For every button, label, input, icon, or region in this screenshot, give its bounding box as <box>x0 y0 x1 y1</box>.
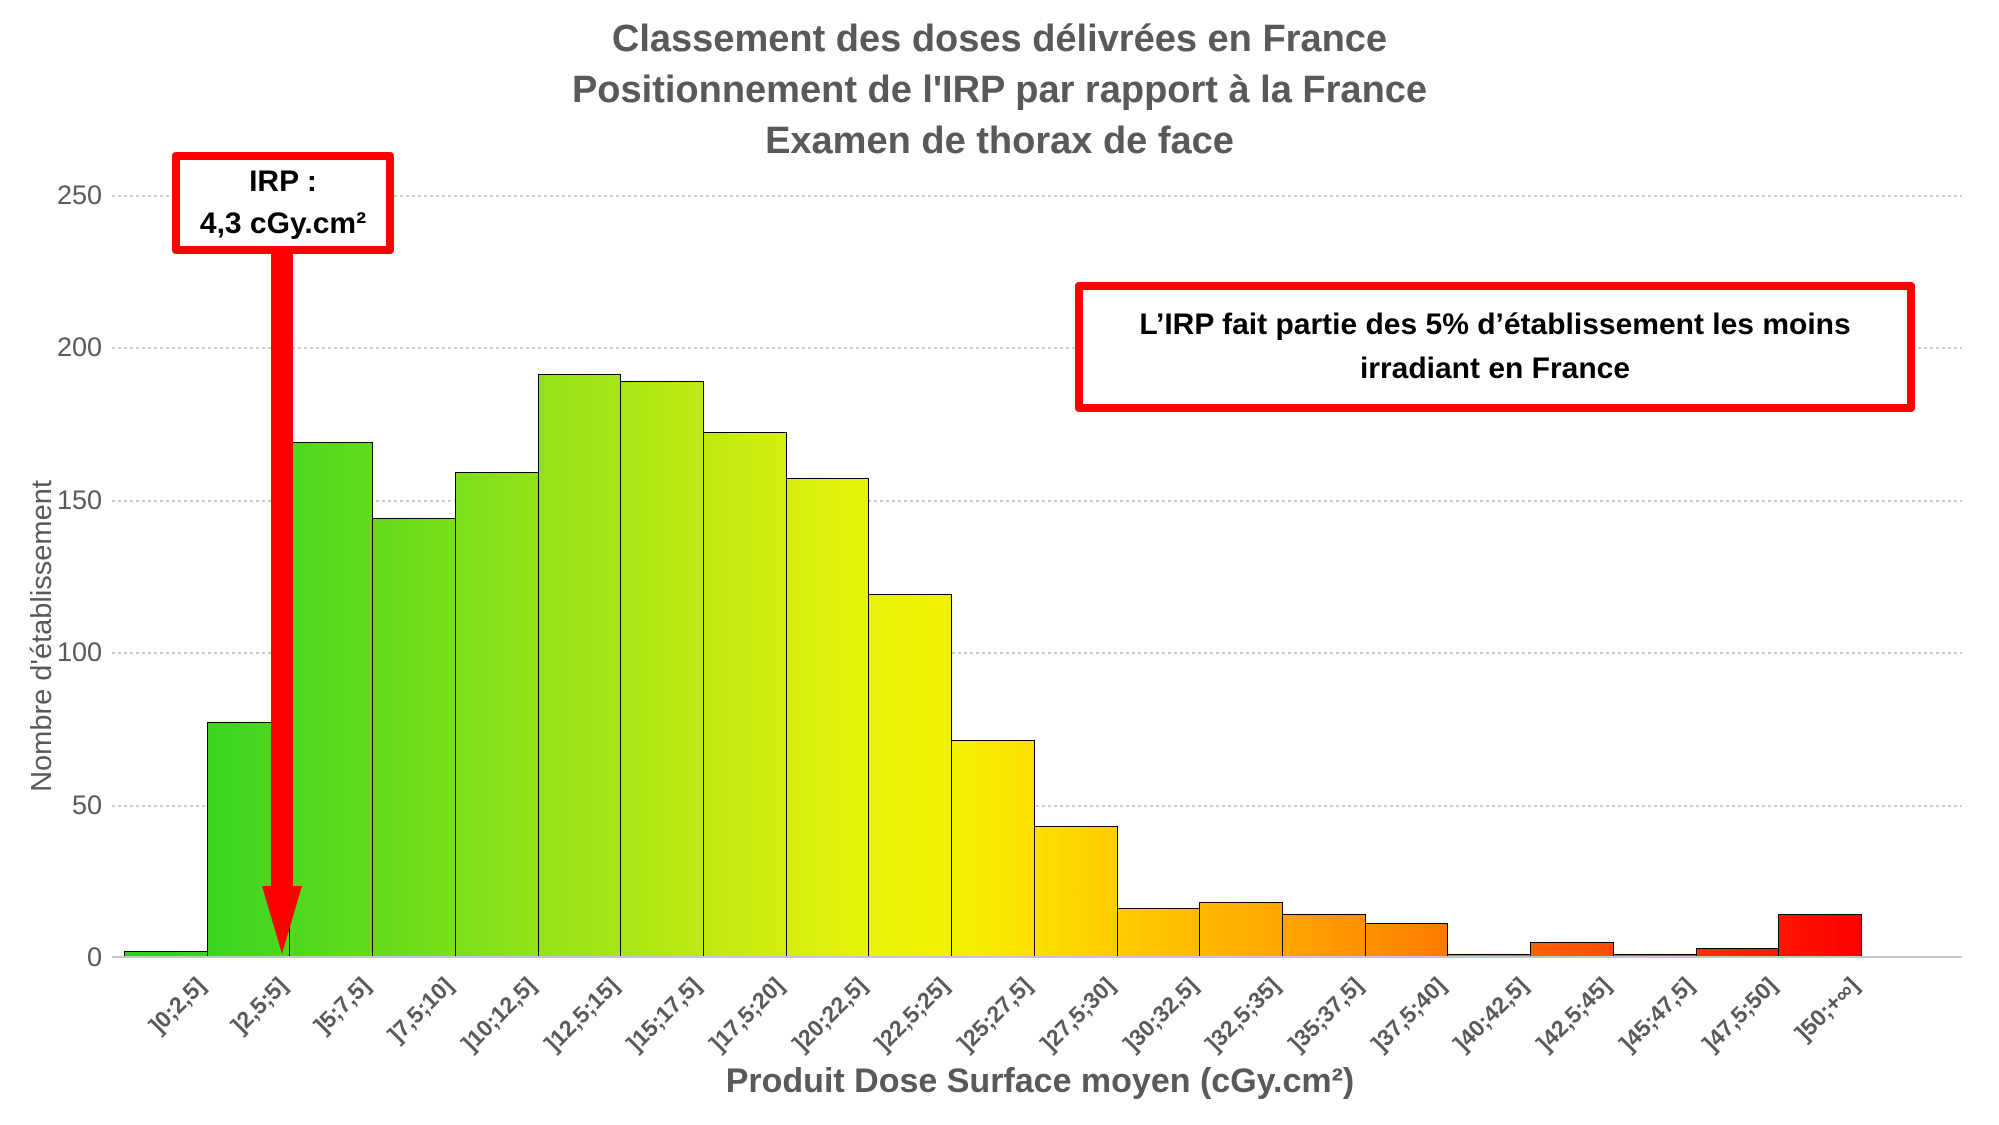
x-tick-label: ]42,5;45] <box>1531 972 1616 1057</box>
info-callout: L’IRP fait partie des 5% d’établissement… <box>1075 282 1915 412</box>
histogram-bar <box>1282 914 1366 957</box>
histogram-bar <box>1364 923 1449 957</box>
histogram-bar <box>1778 914 1862 957</box>
x-tick-label: ]30;32,5] <box>1117 972 1203 1057</box>
x-tick-label: ]12,5;15] <box>538 972 624 1057</box>
x-tick-label: ]17,5;20] <box>704 972 789 1057</box>
info-callout-text: L’IRP fait partie des 5% d’établissement… <box>1139 308 1851 385</box>
histogram-bar <box>289 441 374 957</box>
x-tick-label: ]35;37,5] <box>1283 972 1368 1057</box>
x-tick-label: ]20;22,5] <box>787 972 872 1057</box>
histogram-bar <box>1033 825 1118 957</box>
y-tick-label: 150 <box>56 484 102 515</box>
x-axis-title: Produit Dose Surface moyen (cGy.cm²) <box>725 1062 1355 1100</box>
irp-arrow-stem <box>271 248 293 888</box>
histogram-bar <box>454 472 539 957</box>
histogram-bar <box>785 478 870 957</box>
histogram-bar <box>868 594 953 957</box>
histogram-bar <box>620 380 704 957</box>
histogram-bar <box>1530 941 1614 957</box>
chart-title-line-2: Positionnement de l'IRP par rapport à la… <box>571 69 1428 111</box>
histogram-bar <box>1116 908 1201 957</box>
y-tick-label: 200 <box>56 332 102 362</box>
gridline <box>112 804 1962 807</box>
x-tick-label: ]45;47,5] <box>1614 972 1699 1057</box>
gridline <box>112 347 1962 349</box>
histogram-bar <box>703 432 787 957</box>
histogram-bar <box>1199 902 1283 957</box>
y-tick-label: 100 <box>56 637 102 667</box>
irp-value-callout: IRP : 4,3 cGy.cm² <box>172 152 394 254</box>
y-tick-label: 50 <box>71 789 102 820</box>
histogram-bar <box>537 374 622 957</box>
x-tick-label: ]2,5;5] <box>226 972 293 1039</box>
histogram-bar <box>951 740 1035 957</box>
x-tick-label: ]25;27,5] <box>952 972 1037 1057</box>
irp-arrow-head-icon <box>262 886 302 954</box>
x-axis-line <box>112 956 1962 958</box>
irp-callout-label: IRP : <box>249 165 317 198</box>
histogram-bar <box>372 517 456 957</box>
y-tick-label: 250 <box>56 179 102 210</box>
x-tick-label: ]22,5;25] <box>869 972 955 1057</box>
x-tick-label: ]50;+∞] <box>1790 972 1865 1046</box>
x-tick-label: ]47,5;50] <box>1696 972 1782 1057</box>
chart-title-line-3: Examen de thorax de face <box>765 120 1234 162</box>
x-tick-label: ]32,5;35] <box>1200 972 1286 1057</box>
x-tick-label: ]27,5;30] <box>1035 972 1120 1057</box>
x-tick-label: ]5;7,5] <box>308 972 376 1039</box>
chart-title: Classement des doses délivrées en France… <box>0 14 1999 167</box>
y-tick-label: 0 <box>86 942 102 972</box>
y-axis-title: Nombre d'établissement <box>26 480 58 792</box>
x-tick-label: ]10;12,5] <box>456 972 541 1057</box>
x-tick-label: ]15;17,5] <box>621 972 707 1057</box>
gridline <box>112 499 1962 502</box>
x-tick-label: ]37,5;40] <box>1366 972 1451 1057</box>
irp-callout-value: 4,3 cGy.cm² <box>199 207 367 240</box>
x-tick-label: ]0;2,5] <box>143 972 210 1039</box>
chart-title-line-1: Classement des doses délivrées en France <box>611 18 1388 60</box>
gridline <box>112 194 1962 197</box>
x-tick-label: ]7,5;10] <box>382 972 458 1048</box>
gridline <box>112 652 1962 654</box>
x-tick-label: ]40;42,5] <box>1448 972 1534 1057</box>
